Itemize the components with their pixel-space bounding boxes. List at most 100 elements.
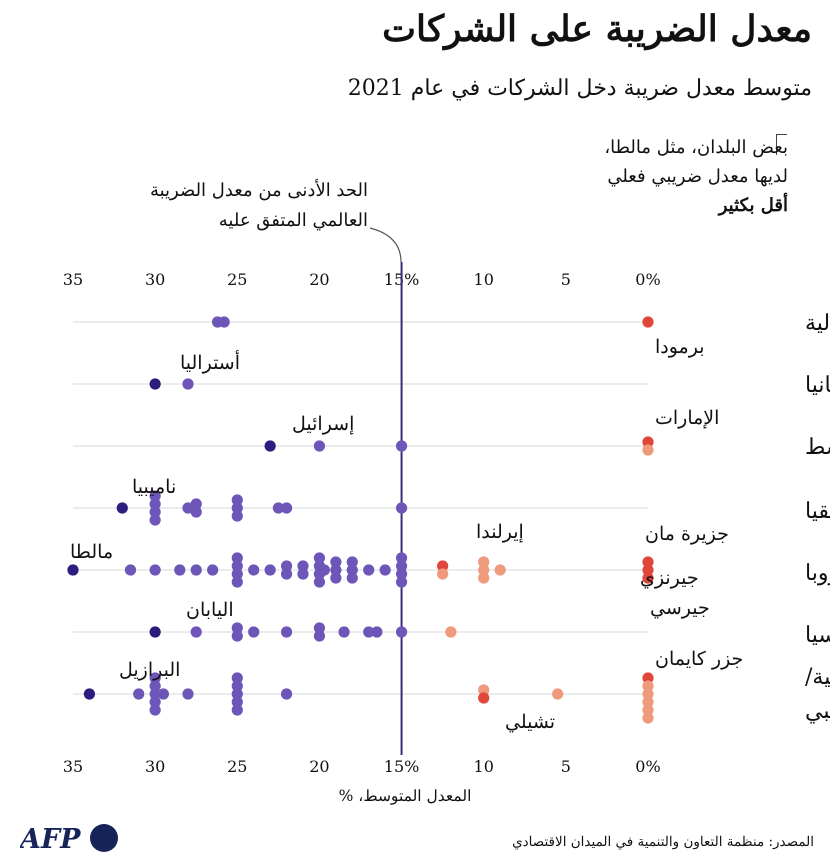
x-tick-label: 30: [145, 270, 165, 289]
data-point: [363, 564, 375, 576]
data-point: [211, 316, 224, 328]
data-point: [642, 680, 654, 692]
data-point: [346, 572, 358, 584]
x-tick-label: 25: [227, 270, 247, 289]
chart-subtitle: متوسط معدل ضريبة دخل الشركات في عام 2021: [347, 76, 812, 101]
minimum-tax-annotation-line-2: العالمي المتفق عليه: [218, 210, 368, 231]
data-point: [248, 564, 260, 576]
data-point: [313, 622, 326, 634]
minimum-tax-annotation-line-1: الحد الأدنى من معدل الضريبة: [149, 180, 368, 201]
data-point: [149, 498, 161, 510]
country-label: مالطا: [70, 541, 113, 563]
data-point: [157, 688, 169, 700]
region-label: إفريقيا: [805, 499, 830, 524]
data-point: [207, 564, 219, 576]
x-tick-label: 10: [474, 757, 494, 776]
data-point: [395, 626, 408, 638]
x-tick-label: 20: [309, 757, 329, 776]
data-point: [231, 510, 243, 522]
data-point: [231, 552, 243, 564]
data-point: [642, 316, 654, 328]
country-label: تشيلي: [505, 711, 555, 733]
data-point: [264, 564, 276, 576]
x-tick-label: 15%: [384, 757, 420, 776]
data-point: [346, 564, 358, 576]
data-point: [318, 564, 330, 576]
data-point: [478, 572, 490, 584]
data-point: [231, 576, 243, 588]
data-point: [395, 502, 408, 514]
data-point: [642, 696, 654, 708]
country-label: جيرسي: [650, 597, 710, 619]
source-note: المصدر: منظمة التعاون والتنمية في الميدا…: [512, 834, 814, 850]
country-label: جيرنزي: [640, 567, 699, 589]
data-point: [231, 696, 243, 708]
data-point: [264, 440, 276, 452]
data-point: [437, 568, 449, 580]
data-point: [338, 626, 350, 638]
minimum-tax-callout-line: [369, 227, 402, 263]
data-point: [272, 502, 284, 514]
data-point: [330, 556, 342, 568]
data-point: [395, 552, 408, 564]
data-point: [395, 440, 408, 452]
country-label: إسرائيل: [292, 413, 354, 435]
data-point: [642, 444, 654, 456]
data-point: [231, 568, 243, 580]
data-point: [642, 436, 654, 448]
data-point: [248, 626, 260, 638]
data-point: [280, 502, 293, 514]
data-point: [642, 704, 654, 716]
data-point: [478, 564, 490, 576]
data-point: [395, 568, 408, 580]
x-axis-bottom: 35 30 25 20 15% 10 5 0%: [63, 757, 661, 776]
data-point: [330, 564, 342, 576]
data-point: [642, 564, 654, 576]
x-axis-title: المعدل المتوسط، %: [338, 787, 472, 805]
x-tick-label: 0%: [635, 757, 660, 776]
country-label: أستراليا: [180, 349, 240, 374]
country-label: اليابان: [186, 599, 234, 621]
data-point: [313, 440, 326, 452]
data-point: [190, 626, 202, 638]
region-label: أوروبا: [805, 557, 830, 586]
data-point: [494, 564, 506, 576]
data-point: [231, 680, 243, 692]
data-point: [478, 692, 490, 704]
region-labels: أميركا الشمالية أوقيانيا الشرق الأوسط إفريق…: [805, 307, 830, 724]
data-point: [149, 514, 161, 526]
data-point: [231, 622, 243, 634]
data-point: [231, 502, 243, 514]
x-tick-label: 30: [145, 757, 165, 776]
data-point: [445, 626, 457, 638]
country-label: البرازيل: [119, 659, 180, 681]
x-tick-label: 35: [63, 757, 83, 776]
data-point: [149, 704, 161, 716]
country-label: جزيرة مان: [645, 523, 729, 545]
data-point: [174, 564, 186, 576]
data-point: [642, 672, 654, 684]
country-labels: برمودا أستراليا إسرائيل الإمارات ناميبيا إيرل…: [70, 336, 743, 733]
x-tick-label: 5: [561, 757, 571, 776]
grid-lines: [73, 321, 648, 695]
data-point: [149, 378, 161, 390]
data-point: [149, 564, 161, 576]
afp-logo-circle: [90, 824, 118, 852]
malta-note-line-1: بعض البلدان، مثل مالطا،: [604, 137, 788, 158]
data-point: [552, 688, 564, 700]
data-point: [280, 568, 293, 580]
data-point: [346, 556, 358, 568]
data-point: [297, 568, 309, 580]
data-point: [149, 490, 161, 502]
data-point: [371, 626, 383, 638]
data-point: [478, 684, 490, 696]
data-point: [67, 564, 79, 576]
x-axis-top: 35 30 25 20 15% 10 5 0%: [63, 270, 661, 289]
country-label: ناميبيا: [132, 476, 176, 498]
data-point: [149, 680, 161, 692]
region-label: أميركا الشمالية: [805, 307, 830, 336]
data-point: [642, 556, 654, 568]
data-point: [149, 696, 161, 708]
data-point: [133, 688, 145, 700]
